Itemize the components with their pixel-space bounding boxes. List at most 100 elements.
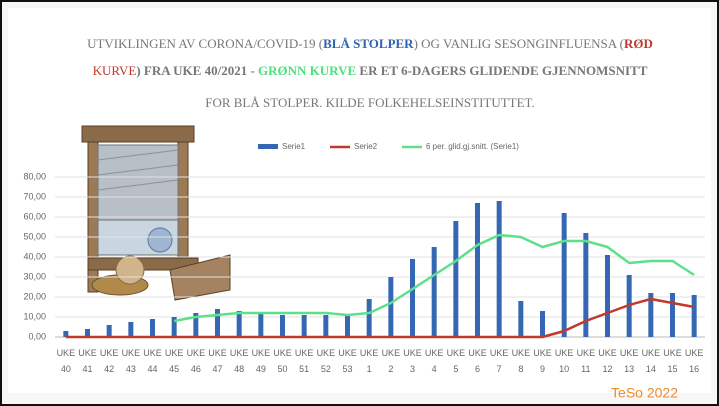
bar bbox=[236, 311, 242, 337]
x-tick-label-part: 11 bbox=[581, 364, 590, 374]
watermark: TeSo 2022 bbox=[611, 385, 678, 401]
bar bbox=[366, 299, 372, 337]
bar bbox=[605, 255, 610, 337]
bar bbox=[258, 313, 264, 337]
bar bbox=[583, 233, 589, 337]
x-tick-label-part: 15 bbox=[667, 364, 677, 374]
bar bbox=[410, 259, 415, 337]
bar bbox=[215, 309, 220, 337]
x-tick-label-part: 40 bbox=[61, 364, 71, 374]
x-tick-label-part: UKE bbox=[620, 348, 639, 358]
y-tick-label: 40,00 bbox=[23, 251, 46, 261]
title-segment: RØD bbox=[624, 36, 653, 51]
x-tick-label-part: 52 bbox=[321, 364, 331, 374]
legend-label: Serie2 bbox=[354, 142, 378, 151]
y-tick-label: 70,00 bbox=[23, 191, 46, 201]
x-tick-label-part: 12 bbox=[602, 364, 612, 374]
x-tick-label-part: UKE bbox=[208, 348, 227, 358]
bar bbox=[388, 277, 394, 337]
x-tick-label-part: UKE bbox=[403, 348, 422, 358]
x-tick-label-part: 47 bbox=[212, 364, 222, 374]
x-tick-label-part: UKE bbox=[143, 348, 162, 358]
title-line: FOR BLÅ STOLPER. KILDE FOLKEHELSEINSTITU… bbox=[205, 95, 535, 110]
x-tick-label-part: 41 bbox=[82, 364, 92, 374]
bar bbox=[63, 331, 69, 337]
x-tick-label-part: UKE bbox=[642, 348, 661, 358]
x-tick-label-part: 13 bbox=[624, 364, 634, 374]
x-tick-label-part: 14 bbox=[646, 364, 656, 374]
x-tick-label: UKE 8 bbox=[512, 348, 531, 374]
x-tick-label-part: 2 bbox=[388, 364, 393, 374]
x-tick-label-part: 51 bbox=[299, 364, 309, 374]
x-tick-label: UKE 47 bbox=[208, 348, 227, 374]
title-segment: UTVIKLINGEN AV CORONA/COVID-19 ( bbox=[87, 36, 323, 51]
bar bbox=[106, 325, 112, 337]
x-tick-label: UKE 41 bbox=[78, 348, 97, 374]
x-tick-label-part: 44 bbox=[147, 364, 157, 374]
x-tick-label-part: UKE bbox=[273, 348, 292, 358]
x-tick-label: UKE 14 bbox=[642, 348, 661, 374]
legend: Serie1 Serie2 6 per. glid.gj.snitt. (Serie… bbox=[258, 142, 519, 151]
x-tick-label-part: UKE bbox=[598, 348, 617, 358]
x-tick-label: UKE 16 bbox=[685, 348, 704, 374]
x-tick-label: UKE 10 bbox=[555, 348, 574, 374]
x-tick-label-part: 42 bbox=[104, 364, 114, 374]
x-tick-label: UKE 53 bbox=[338, 348, 357, 374]
chart-title: UTVIKLINGEN AV CORONA/COVID-19 (BLÅ STOL… bbox=[87, 36, 653, 110]
x-tick-label-part: 45 bbox=[169, 364, 179, 374]
bar bbox=[453, 221, 459, 337]
x-tick-label: UKE 9 bbox=[533, 348, 552, 374]
line bbox=[65, 297, 695, 339]
x-tick-label-part: UKE bbox=[122, 348, 141, 358]
x-tick-label-part: 3 bbox=[410, 364, 415, 374]
x-tick-label: UKE 13 bbox=[620, 348, 639, 374]
title-segment: KURVE bbox=[93, 63, 137, 78]
x-tick-label: UKE 51 bbox=[295, 348, 314, 374]
x-tick-label-part: 50 bbox=[277, 364, 287, 374]
title-segment: ) FRA UKE 40/2021 - bbox=[136, 63, 258, 78]
bar bbox=[171, 317, 177, 337]
x-tick-label: UKE 5 bbox=[447, 348, 466, 374]
y-tick-label: 80,00 bbox=[23, 171, 46, 181]
bar bbox=[691, 295, 697, 337]
bar bbox=[648, 293, 654, 337]
x-tick-label-part: 49 bbox=[256, 364, 266, 374]
bar bbox=[193, 313, 199, 337]
bar bbox=[301, 315, 307, 337]
x-tick-label-part: UKE bbox=[447, 348, 466, 358]
x-tick-label: UKE 49 bbox=[252, 348, 271, 374]
x-tick-label-part: 5 bbox=[453, 364, 458, 374]
y-tick-label: 20,00 bbox=[23, 291, 46, 301]
x-tick-label: UKE 44 bbox=[143, 348, 162, 374]
x-tick-label: UKE 45 bbox=[165, 348, 184, 374]
x-tick-label-part: UKE bbox=[187, 348, 206, 358]
x-tick-label: UKE 2 bbox=[382, 348, 401, 374]
x-tick-label-part: UKE bbox=[295, 348, 314, 358]
x-tick-label-part: 6 bbox=[475, 364, 480, 374]
x-tick-label-part: UKE bbox=[78, 348, 97, 358]
x-tick-label-part: UKE bbox=[663, 348, 682, 358]
bar bbox=[475, 203, 480, 337]
bar bbox=[150, 319, 155, 337]
x-tick-label-part: UKE bbox=[57, 348, 76, 358]
title-line: UTVIKLINGEN AV CORONA/COVID-19 (BLÅ STOL… bbox=[87, 36, 653, 51]
x-tick-label-part: UKE bbox=[533, 348, 552, 358]
x-tick-label: UKE 46 bbox=[187, 348, 206, 374]
bar bbox=[128, 322, 134, 337]
x-tick-label: UKE 4 bbox=[425, 348, 444, 374]
bar bbox=[540, 311, 545, 337]
x-tick-label-part: 53 bbox=[342, 364, 352, 374]
y-tick-label: 30,00 bbox=[23, 271, 46, 281]
x-tick-label-part: UKE bbox=[165, 348, 184, 358]
x-tick-label-part: UKE bbox=[425, 348, 444, 358]
x-tick-label-part: UKE bbox=[382, 348, 401, 358]
x-tick-label-part: UKE bbox=[577, 348, 596, 358]
x-tick-label-part: UKE bbox=[230, 348, 249, 358]
bar bbox=[518, 301, 524, 337]
title-segment: ER ET 6-DAGERS GLIDENDE GJENNOMSNITT bbox=[356, 63, 648, 78]
x-tick-label: UKE 7 bbox=[490, 348, 509, 374]
x-tick-label-part: 9 bbox=[540, 364, 545, 374]
x-tick-label-part: UKE bbox=[100, 348, 119, 358]
